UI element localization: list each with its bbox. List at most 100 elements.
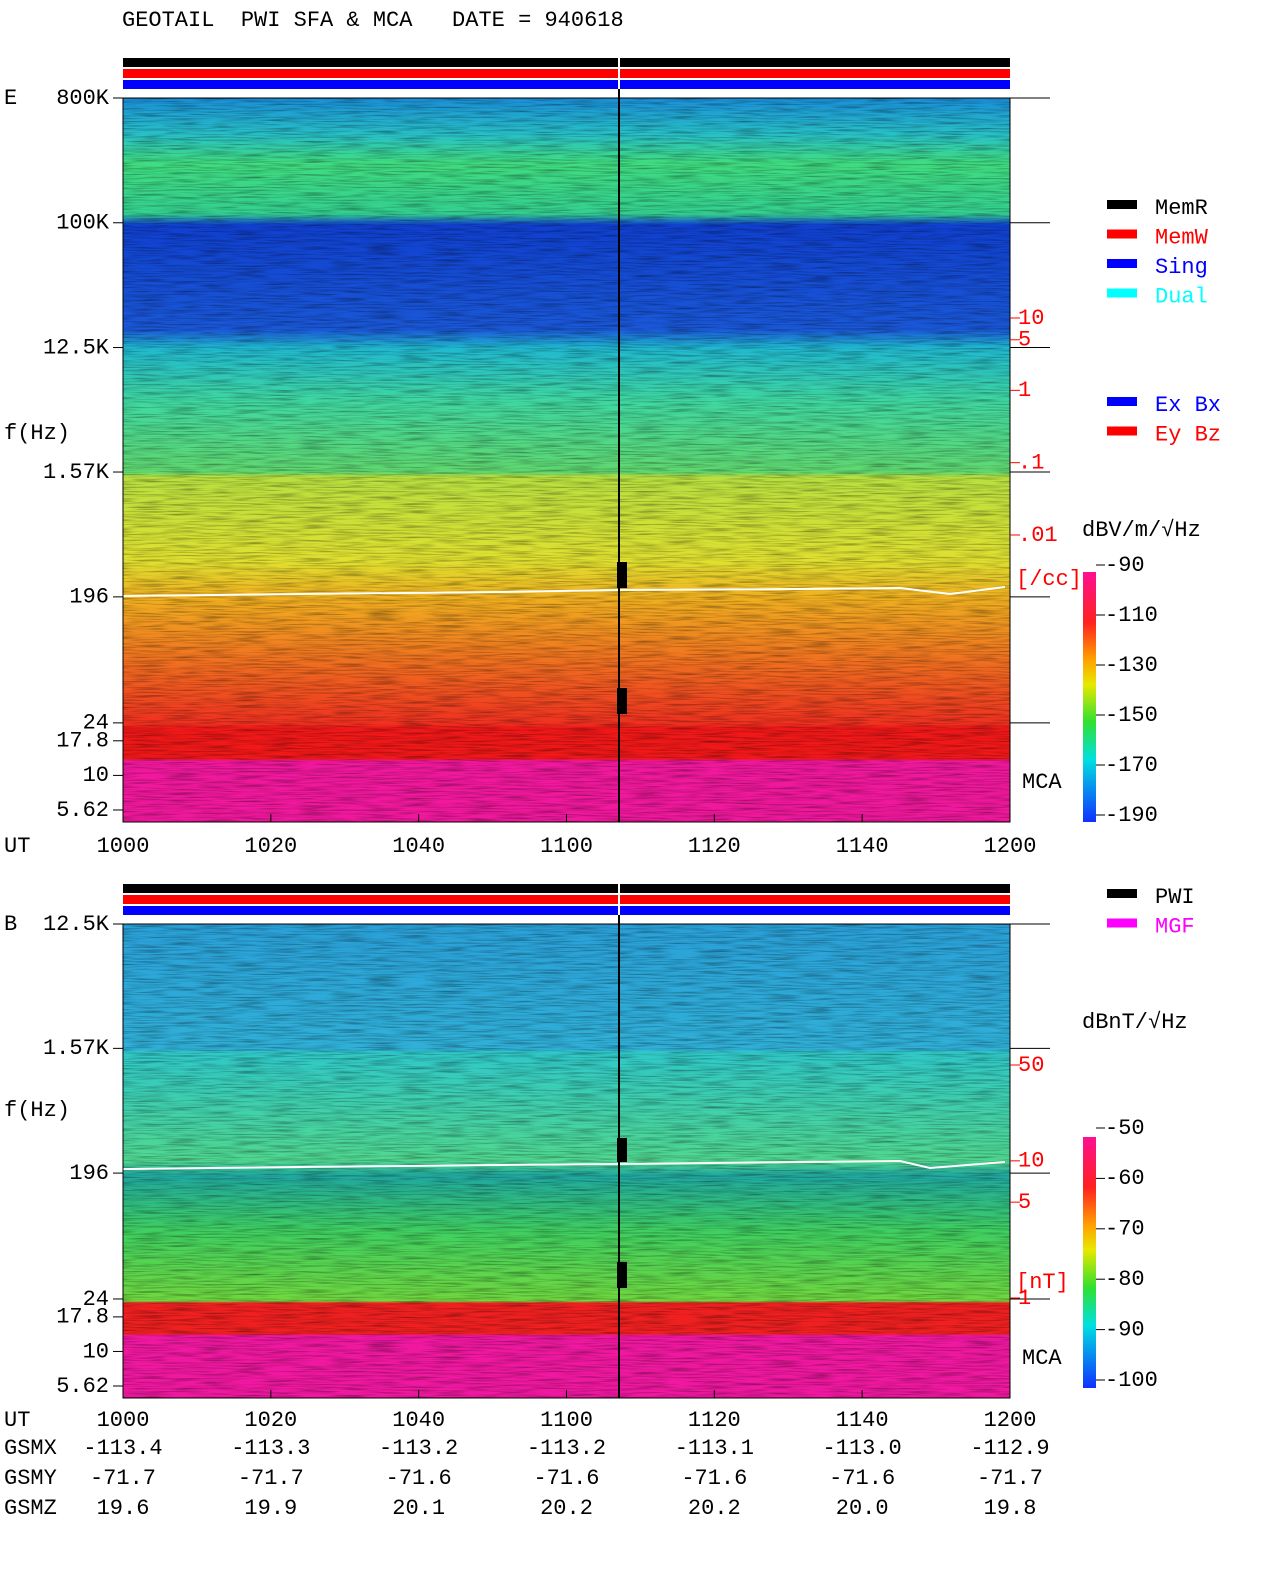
x-tick-label: 1200 — [984, 1408, 1037, 1433]
y-tick-label: 100K — [56, 211, 110, 236]
orbit-value: -71.6 — [829, 1466, 895, 1491]
legend-label: Sing — [1155, 255, 1208, 280]
orbit-value: -71.7 — [90, 1466, 156, 1491]
y-axis-label: f(Hz) — [4, 421, 70, 446]
mca-label: MCA — [1022, 1346, 1062, 1371]
colorbar-tick-label: -90 — [1105, 553, 1145, 578]
colorbar-tick-label: -170 — [1105, 753, 1158, 778]
legend-swatch — [1107, 200, 1137, 209]
y-tick-label: 196 — [69, 585, 109, 610]
y-tick-label: 24 — [83, 1287, 109, 1312]
colorbar-tick-label: -130 — [1105, 653, 1158, 678]
aux-tick-label: .01 — [1018, 523, 1058, 548]
x-tick-label: 1120 — [688, 1408, 741, 1433]
panel-label: E — [4, 86, 17, 111]
orbit-value: -112.9 — [970, 1436, 1049, 1461]
x-tick-label: 1100 — [540, 834, 593, 859]
colorbar — [1083, 1137, 1096, 1388]
x-axis-label: UT — [4, 1408, 30, 1433]
legend-swatch — [1107, 259, 1137, 268]
aux-tick-label: .1 — [1018, 450, 1044, 475]
x-tick-label: 1000 — [97, 834, 150, 859]
aux-tick-label: 10 — [1018, 1149, 1044, 1174]
orbit-value: -113.0 — [823, 1436, 902, 1461]
orbit-value: 20.0 — [836, 1496, 889, 1521]
orbit-value: 20.1 — [392, 1496, 445, 1521]
orbit-label: GSMZ — [4, 1496, 57, 1521]
legend-label: MemW — [1155, 225, 1209, 250]
legend-label: MGF — [1155, 914, 1195, 939]
orbit-value: -71.6 — [386, 1466, 452, 1491]
colorbar-unit: dBnT/√Hz — [1082, 1010, 1188, 1035]
colorbar-tick-label: -150 — [1105, 703, 1158, 728]
x-tick-label: 1040 — [392, 834, 445, 859]
colorbar-tick-label: -90 — [1105, 1317, 1145, 1342]
colorbar — [1083, 572, 1096, 822]
legend-swatch — [1107, 918, 1137, 928]
y-tick-label: 1.57K — [43, 460, 110, 485]
x-tick-label: 1020 — [244, 834, 297, 859]
mca-label: MCA — [1022, 770, 1062, 795]
colorbar-tick-label: -80 — [1105, 1267, 1145, 1292]
legend-swatch — [1107, 397, 1137, 406]
orbit-value: 19.8 — [984, 1496, 1037, 1521]
orbit-value: 20.2 — [688, 1496, 741, 1521]
y-tick-label: 196 — [69, 1161, 109, 1186]
status-bars — [123, 58, 1010, 915]
legend-swatch — [1107, 229, 1137, 239]
y-tick-label: 24 — [83, 711, 109, 736]
chart-title: GEOTAIL PWI SFA & MCA DATE = 940618 — [122, 8, 624, 33]
y-tick-label: 12.5K — [43, 912, 110, 937]
orbit-value: -113.3 — [231, 1436, 310, 1461]
aux-tick-label: 1 — [1018, 378, 1031, 403]
y-tick-label: 10 — [83, 763, 109, 788]
x-tick-label: 1100 — [540, 1408, 593, 1433]
orbit-value: -71.7 — [238, 1466, 304, 1491]
colorbar-tick-label: -110 — [1105, 603, 1158, 628]
aux-unit: [/cc] — [1016, 567, 1082, 592]
legend-label: Ey Bz — [1155, 422, 1221, 447]
y-tick-label: 17.8 — [56, 729, 109, 754]
colorbar-tick-label: -190 — [1105, 803, 1158, 828]
x-tick-label: 1020 — [244, 1408, 297, 1433]
legend-label: Dual — [1155, 284, 1208, 309]
colorbar-tick-label: -60 — [1105, 1166, 1145, 1191]
panel-label: B — [4, 912, 17, 937]
x-tick-label: 1140 — [836, 1408, 889, 1433]
y-tick-label: 1.57K — [43, 1036, 110, 1061]
orbit-value: -71.6 — [681, 1466, 747, 1491]
y-axis-label: f(Hz) — [4, 1098, 70, 1123]
orbit-value: -113.1 — [675, 1436, 754, 1461]
x-tick-label: 1120 — [688, 834, 741, 859]
y-tick-label: 5.62 — [56, 798, 109, 823]
orbit-value: -113.2 — [527, 1436, 606, 1461]
x-tick-label: 1200 — [984, 834, 1037, 859]
orbit-value: -71.6 — [533, 1466, 599, 1491]
y-tick-label: 10 — [83, 1339, 109, 1364]
colorbar-tick-label: -70 — [1105, 1217, 1145, 1242]
legend-label: Ex Bx — [1155, 393, 1221, 418]
orbit-value: -113.4 — [83, 1436, 162, 1461]
legend-swatch — [1107, 288, 1137, 298]
orbit-value: 19.9 — [244, 1496, 297, 1521]
orbit-value: 20.2 — [540, 1496, 593, 1521]
aux-unit: [nT] — [1016, 1270, 1069, 1295]
legend-swatch — [1107, 889, 1137, 898]
spectrogram-image — [122, 58, 1010, 1398]
x-tick-label: 1040 — [392, 1408, 445, 1433]
aux-tick-label: 5 — [1018, 1190, 1031, 1215]
orbit-label: GSMX — [4, 1436, 57, 1461]
orbit-value: -113.2 — [379, 1436, 458, 1461]
legend-label: MemR — [1155, 196, 1208, 221]
legend-label: PWI — [1155, 885, 1195, 910]
aux-tick-label: 50 — [1018, 1053, 1044, 1078]
aux-tick-label: 1 — [1018, 1286, 1031, 1311]
colorbar-unit: dBV/m/√Hz — [1082, 518, 1201, 543]
x-tick-label: 1000 — [97, 1408, 150, 1433]
legend-swatch — [1107, 426, 1137, 436]
x-axis-label: UT — [4, 834, 30, 859]
colorbar-tick-label: -50 — [1105, 1116, 1145, 1141]
aux-tick-label: 5 — [1018, 328, 1031, 353]
orbit-label: GSMY — [4, 1466, 57, 1491]
